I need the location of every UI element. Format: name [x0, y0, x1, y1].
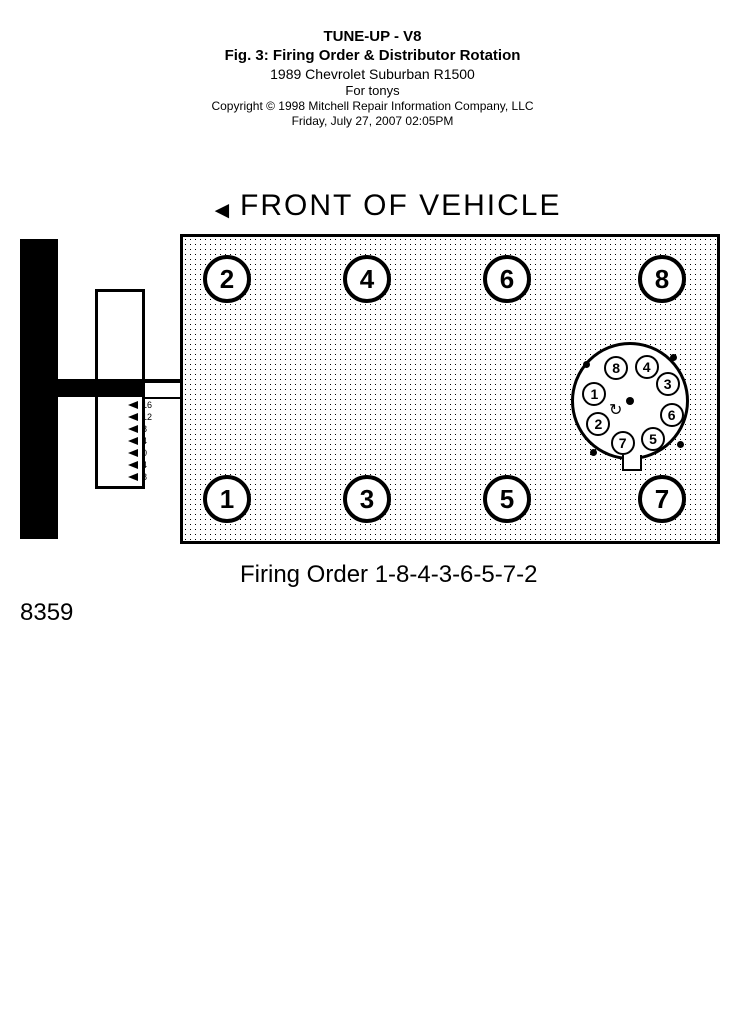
document-header: TUNE-UP - V8 Fig. 3: Firing Order & Dist… [0, 0, 745, 129]
front-arrow-icon: ◄ [210, 197, 234, 225]
header-title: TUNE-UP - V8 [0, 28, 745, 47]
header-copyright: Copyright © 1998 Mitchell Repair Informa… [0, 99, 745, 114]
timing-mark: 8 [128, 471, 178, 483]
distributor-screw-icon [590, 449, 597, 456]
firing-order-label: Firing Order 1-8-4-3-6-5-7-2 [240, 561, 537, 589]
cylinder-5: 5 [483, 475, 531, 523]
header-vehicle: 1989 Chevrolet Suburban R1500 [0, 66, 745, 84]
distributor-terminal-2: 2 [586, 412, 610, 436]
pulley-connector [145, 381, 180, 399]
distributor-terminal-6: 6 [660, 403, 684, 427]
rotation-arrow-icon: ↻ [609, 400, 622, 420]
distributor-terminal-1: 1 [582, 382, 606, 406]
cylinder-7: 7 [638, 475, 686, 523]
header-for: For tonys [0, 83, 745, 99]
timing-mark: 0 [128, 447, 178, 459]
distributor-tab [622, 455, 642, 471]
distributor-screw-icon [583, 361, 590, 368]
distributor-screw-icon [670, 354, 677, 361]
distributor-terminal-4: 4 [635, 355, 659, 379]
timing-mark: 4 [128, 435, 178, 447]
front-of-vehicle-label: FRONT OF VEHICLE [240, 189, 561, 223]
distributor-center-icon [626, 397, 634, 405]
page: TUNE-UP - V8 Fig. 3: Firing Order & Dist… [0, 0, 745, 709]
distributor-terminal-7: 7 [611, 431, 635, 455]
header-figure: Fig. 3: Firing Order & Distributor Rotat… [0, 47, 745, 66]
cylinder-6: 6 [483, 255, 531, 303]
timing-mark: 4 [128, 459, 178, 471]
timing-scale: 161284048 [128, 399, 178, 483]
timing-mark: 12 [128, 411, 178, 423]
distributor-screw-icon [677, 441, 684, 448]
distributor-terminal-3: 3 [656, 372, 680, 396]
cylinder-2: 2 [203, 255, 251, 303]
cylinder-3: 3 [343, 475, 391, 523]
reference-number: 8359 [20, 599, 73, 627]
distributor-terminal-8: 8 [604, 356, 628, 380]
distributor: ↻ 43 6572 18 [571, 342, 689, 460]
cylinder-1: 1 [203, 475, 251, 523]
timing-mark: 8 [128, 423, 178, 435]
engine-block: ↻ 43657218 24681357 [180, 234, 720, 544]
distributor-terminal-5: 5 [641, 427, 665, 451]
timing-mark: 16 [128, 399, 178, 411]
cylinder-8: 8 [638, 255, 686, 303]
diagram: ◄ FRONT OF VEHICLE 161284048 ↻ 43657218 … [0, 189, 745, 709]
header-timestamp: Friday, July 27, 2007 02:05PM [0, 114, 745, 129]
cylinder-4: 4 [343, 255, 391, 303]
